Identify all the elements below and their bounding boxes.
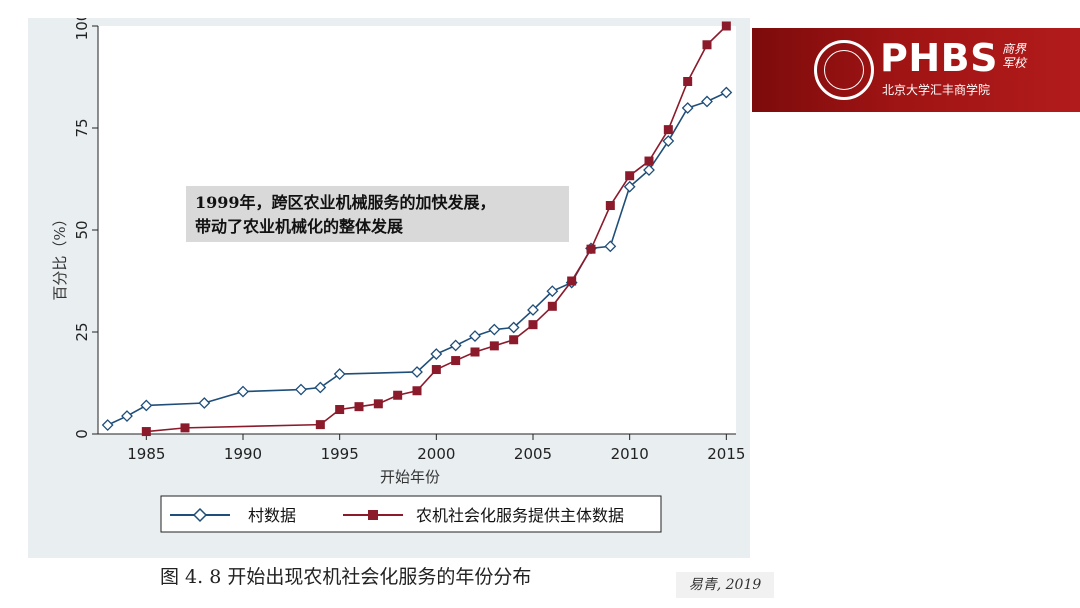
provider-data-point: [605, 201, 615, 211]
village-data-point: [449, 339, 462, 352]
village-data-point: [314, 381, 327, 394]
provider-data-point: [528, 320, 538, 330]
provider-data-point: [373, 399, 383, 409]
legend-label-village: 村数据: [248, 506, 296, 525]
village-data-point: [101, 419, 114, 431]
provider-data-point: [354, 402, 364, 412]
village-data-point: [469, 330, 481, 342]
provider-data-point: [315, 420, 325, 430]
provider-data-point: [586, 244, 596, 254]
provider-data-point: [180, 423, 190, 433]
x-tick-label: 2010: [611, 445, 649, 463]
village-data-point: [507, 321, 520, 334]
legend-marker-provider: [368, 510, 378, 520]
village-data-point: [295, 383, 307, 396]
village-data-point: [604, 240, 617, 253]
provider-data-point: [141, 427, 151, 437]
provider-data-point: [644, 156, 654, 166]
provider-data-point: [412, 386, 422, 396]
y-tick-label: 100: [73, 18, 91, 40]
annotation-line-2: 带动了农业机械化的整体发展: [195, 217, 404, 236]
provider-data-point: [702, 40, 712, 50]
provider-data-point: [721, 21, 731, 31]
x-tick-label: 1995: [321, 445, 359, 463]
x-axis-title: 开始年份: [380, 468, 440, 486]
village-data-point: [662, 135, 675, 147]
phbs-logo-banner: PHBS 北京大学汇丰商学院 商界军校: [752, 28, 1080, 112]
provider-data-point: [663, 125, 673, 135]
logo-wordmark: PHBS: [880, 36, 998, 80]
provider-data-point: [489, 341, 499, 351]
legend-marker-village: [192, 507, 208, 523]
line-chart: 0 25 50 75 100 1985 1990 1995 2000 2005 2010 2015 1…: [51, 18, 745, 533]
y-tick-label: 0: [73, 429, 91, 439]
provider-data-point: [683, 76, 693, 86]
x-tick-label: 1985: [127, 445, 165, 463]
village-data-point: [121, 410, 133, 422]
chart-panel: 0 25 50 75 100 1985 1990 1995 2000 2005 2010 2015 1…: [28, 18, 750, 558]
figure-caption: 图 4. 8 开始出现农机社会化服务的年份分布: [160, 566, 532, 588]
village-data-point: [198, 397, 211, 409]
village-data-point: [681, 102, 694, 114]
provider-data-point: [625, 171, 635, 181]
provider-data-point: [335, 405, 345, 415]
village-data-point: [430, 348, 443, 360]
annotation-box: [186, 186, 569, 242]
provider-data-point: [451, 356, 461, 366]
village-data-point: [720, 86, 733, 99]
x-tick-label: 1990: [224, 445, 262, 463]
village-data-point: [623, 180, 636, 193]
x-tick-label: 2005: [514, 445, 552, 463]
village-data-point: [527, 304, 539, 316]
y-axis-title: 百分比（%）: [51, 211, 69, 300]
logo-subtitle: 北京大学汇丰商学院: [882, 83, 991, 97]
y-tick-label: 75: [73, 118, 91, 137]
village-data-point: [237, 385, 249, 398]
university-seal-icon: [814, 40, 874, 100]
provider-data-point: [431, 365, 441, 375]
provider-data-point: [470, 347, 480, 357]
x-tick-label: 2000: [417, 445, 455, 463]
village-data-point: [546, 285, 559, 298]
y-tick-label: 50: [73, 220, 91, 239]
village-data-point: [333, 368, 346, 380]
provider-data-point: [567, 276, 577, 286]
village-data-point: [701, 95, 713, 108]
village-data-point: [643, 164, 655, 176]
y-tick-label: 25: [73, 322, 91, 341]
provider-data-point: [393, 390, 403, 400]
village-data-point: [488, 323, 501, 336]
village-data-point: [411, 366, 423, 378]
x-tick-label: 2015: [707, 445, 745, 463]
legend-label-provider: 农机社会化服务提供主体数据: [416, 506, 624, 525]
legend-box: [160, 495, 662, 533]
annotation-line-1: 1999年，跨区农业机械服务的加快发展，: [195, 193, 496, 212]
logo-calligraphy: 商界军校: [1002, 42, 1027, 70]
village-data-point: [140, 399, 153, 412]
provider-data-point: [509, 335, 519, 345]
provider-data-point: [547, 301, 557, 311]
source-note: 易青, 2019: [676, 572, 774, 598]
